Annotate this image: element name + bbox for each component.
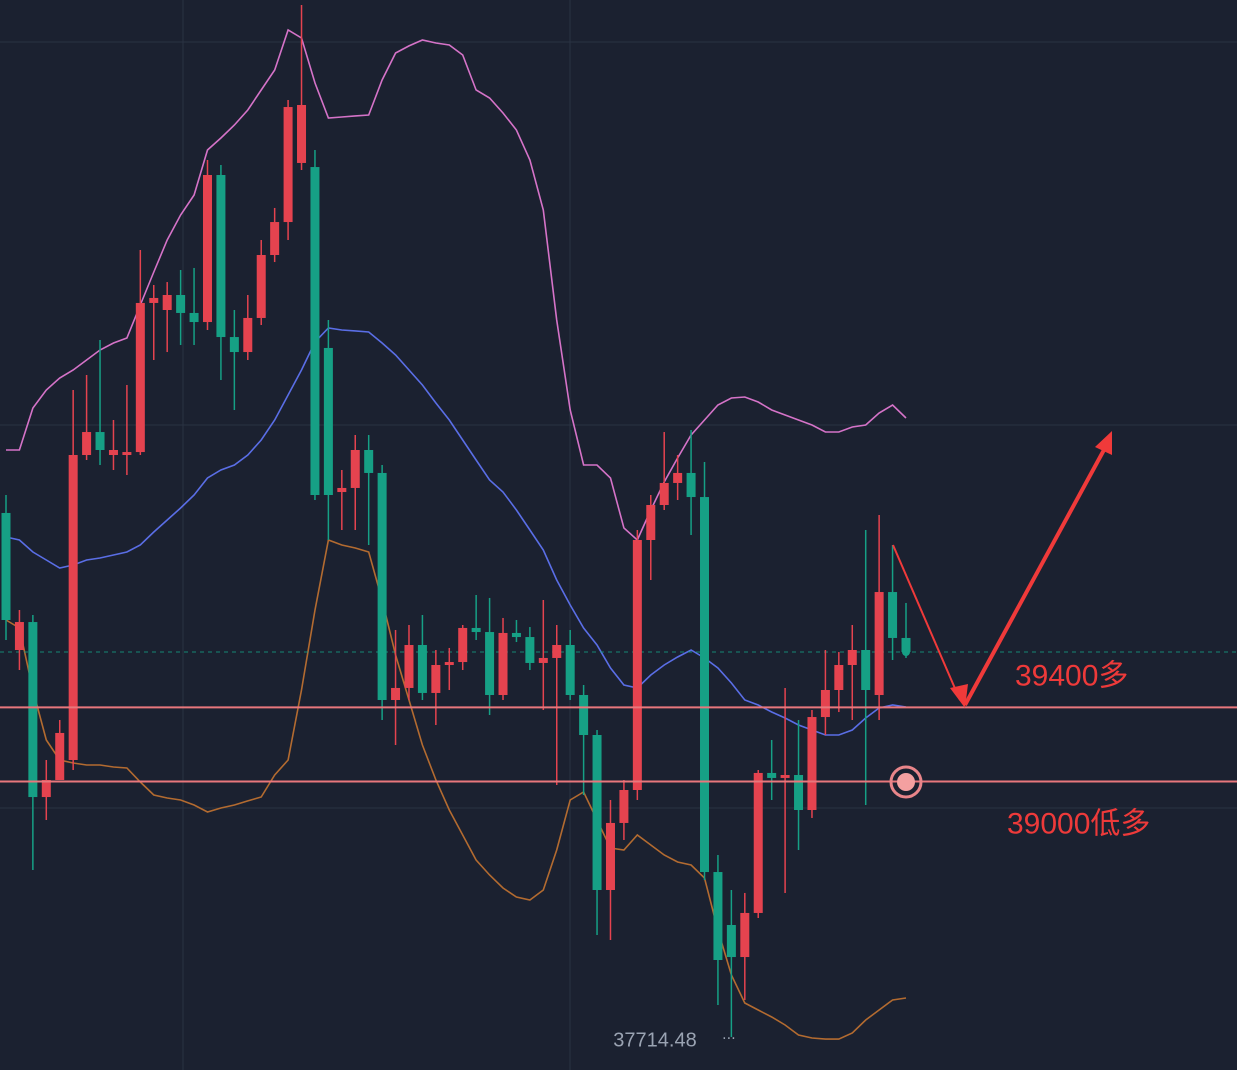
candle-body (847, 650, 857, 665)
candle-body (538, 657, 548, 663)
candle-body (337, 487, 347, 493)
arrow-head (950, 684, 968, 708)
candle-body (700, 497, 710, 873)
candle-body (55, 732, 65, 780)
candle-body (471, 627, 481, 633)
candle-body (283, 107, 293, 223)
candle-body (861, 650, 871, 690)
candle-body (95, 432, 105, 450)
candle-body (686, 472, 696, 498)
drawings (889, 431, 1112, 799)
candle-body (350, 450, 360, 488)
candle-body (485, 632, 495, 695)
candle-body (297, 105, 307, 163)
candle-body (619, 790, 629, 823)
low-price-label: 37714.48 (613, 1029, 696, 1051)
candle-body (525, 637, 535, 663)
candle-body (565, 645, 575, 695)
candle-body (807, 717, 817, 810)
candle-body (256, 255, 266, 318)
candle-body (377, 472, 387, 700)
candle-body (632, 540, 642, 790)
candle-body (417, 645, 427, 693)
candle-body (498, 632, 508, 695)
candle-body (310, 167, 320, 495)
candle-body (404, 645, 414, 688)
candle-body (794, 775, 804, 810)
candle-body (646, 505, 656, 540)
candle-body (391, 687, 401, 700)
target-dot (897, 773, 915, 791)
candle-body (673, 472, 683, 483)
candle-body (726, 925, 736, 958)
candle-body (740, 912, 750, 958)
candle-body (149, 297, 159, 303)
candle-body (176, 295, 186, 313)
candle-body (68, 455, 78, 760)
bands (0, 28, 1237, 1040)
candle-body (659, 482, 669, 505)
candle-body (780, 775, 790, 778)
candle-body (108, 450, 118, 455)
arrow-head (1095, 431, 1112, 455)
candle-body (579, 695, 589, 735)
candle-body (122, 452, 132, 455)
band-line (5, 327, 907, 736)
candle-body (458, 627, 468, 663)
candle-body (444, 662, 454, 665)
target-ring (889, 765, 923, 799)
band-line (5, 538, 907, 1040)
candle-body (270, 222, 280, 255)
level-label: 39400多 (1015, 659, 1128, 692)
candle-body (511, 632, 521, 638)
candle-body (820, 690, 830, 718)
arrow-down (892, 544, 961, 701)
candle-body (713, 872, 723, 960)
band-line (6, 28, 907, 542)
level-label: 39000低多 (1007, 807, 1150, 840)
candle-body (229, 337, 239, 353)
candle-body (323, 347, 333, 495)
candle-body (41, 780, 51, 798)
candle-body (901, 637, 911, 653)
candle-body (216, 175, 226, 338)
candle-body (888, 592, 898, 638)
candles (1, 5, 911, 1038)
candle-body (14, 622, 24, 650)
candle-body (874, 592, 884, 695)
candle-body (202, 175, 212, 323)
candle-body (753, 772, 763, 913)
arrow-up (963, 447, 1107, 706)
candle-body (552, 645, 562, 658)
candle-body (364, 450, 374, 473)
levels: 39400多 39000低多 (0, 659, 1237, 840)
candle-body (82, 432, 92, 455)
candle-body (28, 622, 38, 798)
candle-body (135, 302, 145, 453)
candle-body (243, 317, 253, 353)
low-leader: ⋯ (722, 1030, 736, 1046)
candle-body (605, 822, 615, 890)
candle-body (431, 665, 441, 693)
candle-body (189, 312, 199, 323)
candle-body (1, 512, 11, 620)
candle-body (162, 295, 172, 310)
candle-body (592, 735, 602, 890)
candle-body (767, 772, 777, 778)
candle-body (834, 665, 844, 690)
